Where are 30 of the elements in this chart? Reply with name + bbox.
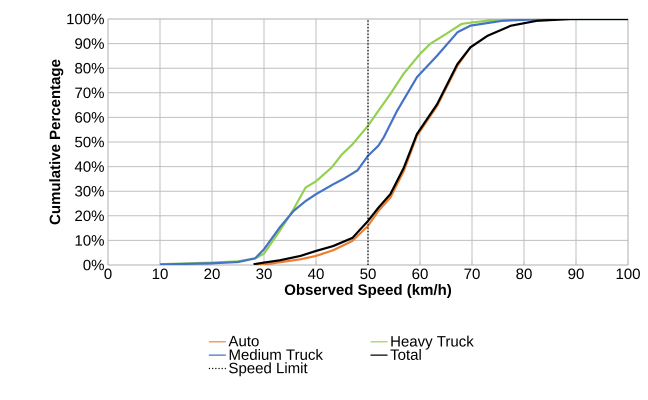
x-axis-title: Observed Speed (km/h) bbox=[284, 284, 452, 298]
y-tick-label: 10% bbox=[76, 235, 104, 246]
x-tick-label: 50 bbox=[360, 268, 376, 280]
x-tick-label: 10 bbox=[152, 268, 168, 280]
legend-label: Medium Truck bbox=[230, 348, 323, 360]
legend-label: Total bbox=[390, 348, 421, 360]
y-tick-label: 90% bbox=[75, 38, 104, 49]
x-tick-label: 40 bbox=[308, 268, 324, 280]
x-tick-label: 90 bbox=[568, 268, 584, 280]
legend-label: Heavy Truck bbox=[391, 336, 474, 350]
y-tick-label: 50% bbox=[75, 136, 104, 148]
y-tick-label: 40% bbox=[74, 161, 104, 172]
x-tick-label: 20 bbox=[204, 268, 220, 280]
x-tick-label: 60 bbox=[412, 268, 428, 280]
y-axis-title: Cumulative Percentage bbox=[49, 60, 64, 224]
x-tick-label: 30 bbox=[256, 268, 272, 280]
y-tick-label: 80% bbox=[75, 62, 104, 74]
y-tick-label: 30% bbox=[75, 186, 104, 197]
legend-label: Speed Limit bbox=[229, 362, 308, 376]
x-tick-label: 80 bbox=[516, 268, 532, 280]
legend-label: Auto bbox=[228, 336, 259, 346]
x-tick-label: 100 bbox=[616, 268, 640, 280]
y-tick-label: 70% bbox=[75, 87, 104, 98]
y-tick-label: 60% bbox=[75, 112, 104, 123]
y-tick-label: 20% bbox=[75, 210, 104, 222]
line-series bbox=[252, 18, 628, 265]
y-tick-label: 0% bbox=[83, 260, 104, 270]
x-tick-label: 0 bbox=[104, 268, 112, 280]
y-tick-label: 100% bbox=[67, 14, 104, 24]
x-tick-label: 70 bbox=[464, 268, 480, 280]
